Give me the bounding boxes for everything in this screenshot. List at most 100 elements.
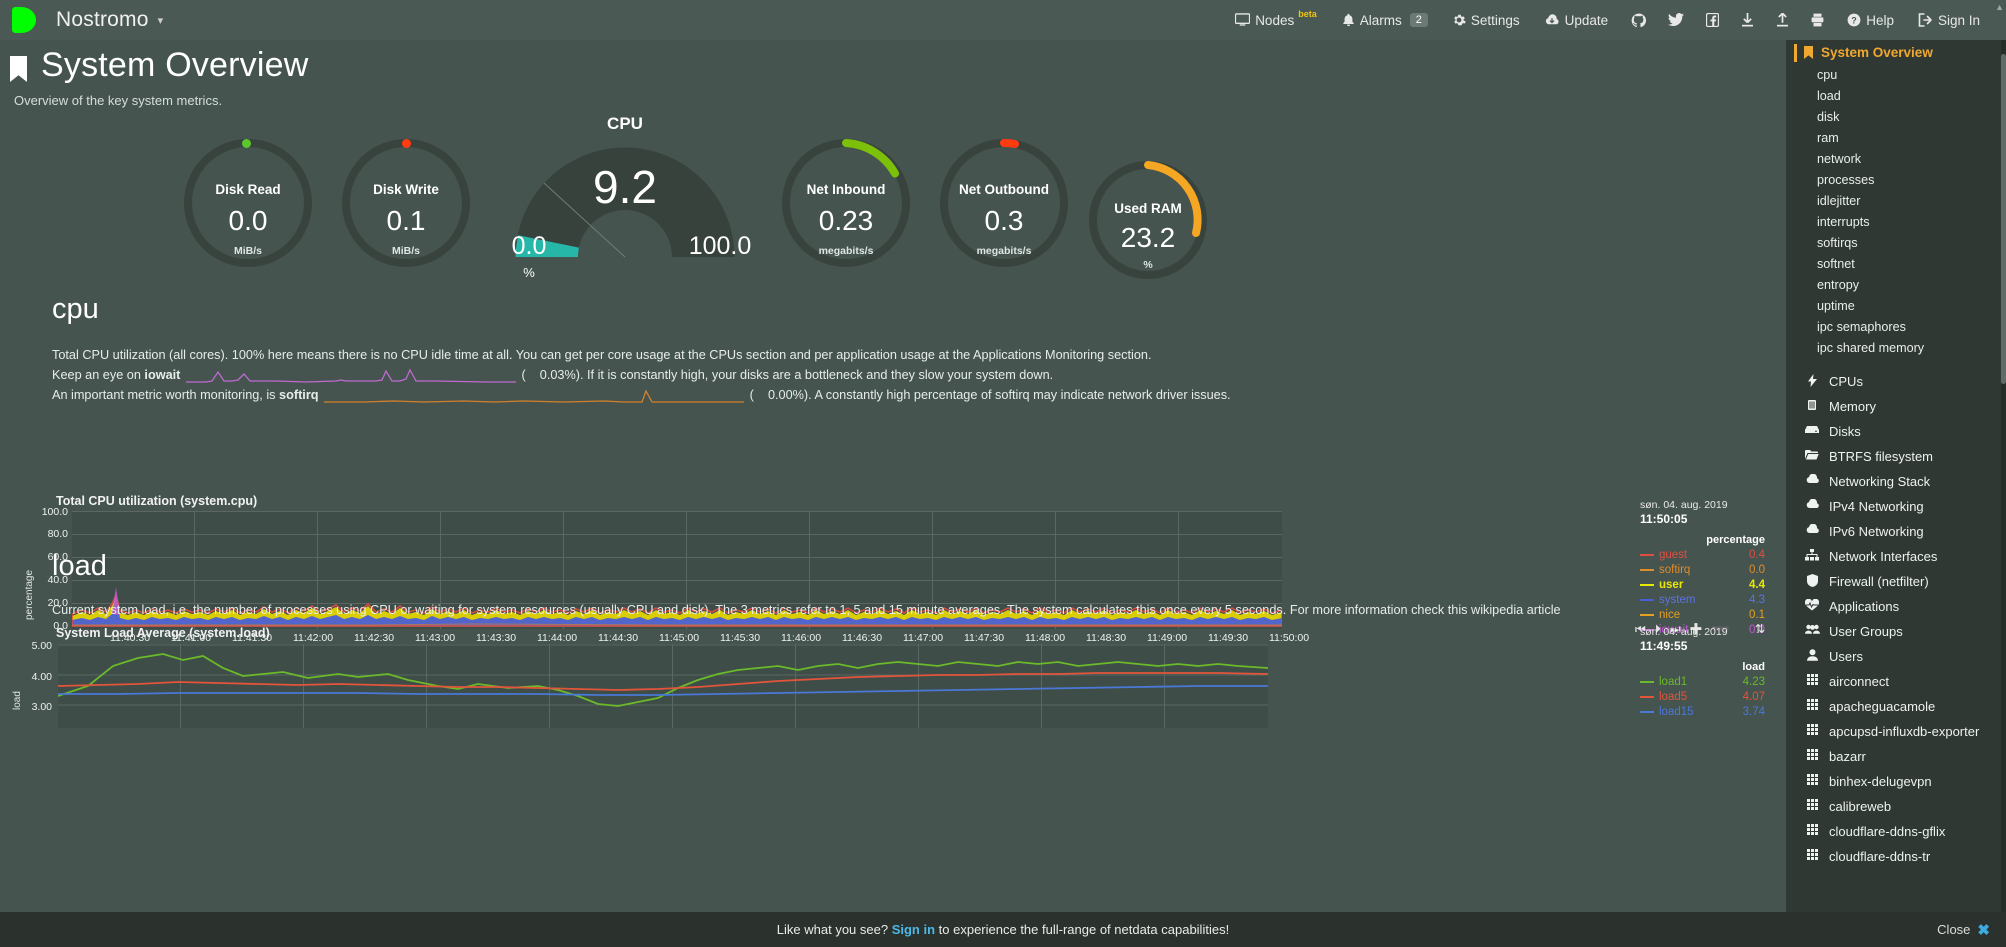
alarm-count-badge: 2 [1409,13,1428,27]
folder-open-icon [1804,449,1820,460]
sidebar-item-binhex-delugevpn[interactable]: binhex-delugevpn [1786,769,2006,794]
play-icon[interactable]: ⏵ [1654,621,1661,636]
nav-item-print[interactable] [1800,0,1835,40]
nav-item-alarms[interactable]: Alarms 2 [1330,0,1440,40]
skip-forward-icon[interactable]: ⏭ [1669,621,1681,636]
monitor-icon [1235,13,1251,27]
cpu-chart-plot[interactable] [72,511,1282,629]
sidebar-item-btrfs-filesystem[interactable]: BTRFS filesystem [1786,444,2006,469]
sidebar-item-calibreweb[interactable]: calibreweb [1786,794,2006,819]
nav-item-twitter[interactable] [1657,0,1695,40]
skip-backward-icon[interactable]: ⏮ [1635,621,1646,636]
sidebar-scrollbar-track[interactable] [2001,40,2006,947]
nav-item-update[interactable]: Update [1532,0,1621,40]
sidebar-item-disk[interactable]: disk [1817,110,1840,124]
sidebar-item-cloudflare-ddns-gflix[interactable]: cloudflare-ddns-gflix [1786,819,2006,844]
sidebar-item-apacheguacamole[interactable]: apacheguacamole [1786,694,2006,719]
cpu-chart-controls[interactable]: ⏮ ⏵ ⏭ ✚ ➖ ⇅ [1635,620,1765,638]
sidebar-item-cpu[interactable]: cpu [1817,68,1838,82]
plus-icon[interactable]: ✚ [1689,621,1703,638]
legend-row-guest[interactable]: guest 0.4 [1640,548,1765,562]
nav-item-settings[interactable]: Settings [1440,0,1532,40]
sidebar-item-softirqs[interactable]: softirqs [1817,236,1858,250]
sidebar-section-system-overview[interactable]: System Overview [1786,40,2006,65]
netdata-logo-icon[interactable] [8,5,42,35]
sidebar-item-user-groups[interactable]: User Groups [1786,619,2006,644]
gauge-net-outbound[interactable]: Net Outbound 0.3 megabits/s [936,135,1072,271]
legend-color-swatch [1640,681,1654,683]
sidebar-item-network[interactable]: network [1817,152,1862,166]
sidebar-item-apcupsd-influxdb-exporter[interactable]: apcupsd-influxdb-exporter [1786,719,2006,744]
nav-item-export[interactable] [1765,0,1800,40]
sidebar-item-ipv4-networking[interactable]: IPv4 Networking [1786,494,2006,519]
sidebar-item-load[interactable]: load [1817,89,1841,103]
nav-item-help[interactable]: ? Help [1835,0,1906,40]
gauge-net-inbound[interactable]: Net Inbound 0.23 megabits/s [778,135,914,271]
gauge-cpu[interactable]: CPU 9.2 0.0 % 100.0 [500,114,752,295]
nav-item-import[interactable] [1730,0,1765,40]
banner-signin-link[interactable]: Sign in [891,922,936,937]
sidebar-item-softnet[interactable]: softnet [1817,257,1855,271]
iowait-sparkline [185,368,516,383]
sidebar-item-ram[interactable]: ram [1817,131,1839,145]
load-ytick-4: 4.00 [31,671,52,683]
legend-label: softirq [1659,564,1691,576]
legend-row-system[interactable]: system 4.3 [1640,593,1765,607]
sidebar-item-disks[interactable]: Disks [1786,419,2006,444]
svg-text:?: ? [1851,15,1857,25]
load-chart-block[interactable]: System Load Average (system.load) load 5… [0,626,1770,805]
resize-icon[interactable]: ⇅ [1754,622,1765,636]
gauge-disk-write[interactable]: Disk Write 0.1 MiB/s [338,135,474,271]
legend-label: system [1659,594,1696,606]
brand-menu[interactable]: Nostromo ▾ [56,8,163,32]
nav-item-github[interactable] [1620,0,1657,40]
sidebar-item-applications[interactable]: Applications [1786,594,2006,619]
sidebar-item-processes[interactable]: processes [1817,173,1875,187]
sidebar-scrollbar-thumb[interactable] [2001,54,2006,384]
legend-row-load15[interactable]: load15 3.74 [1640,705,1765,719]
load-chart-title: System Load Average (system.load) [56,626,270,640]
sidebar-item-bazarr[interactable]: bazarr [1786,744,2006,769]
gauge-used-ram[interactable]: Used RAM 23.2 % [1085,157,1211,283]
sidebar-item-cpus[interactable]: CPUs [1786,369,2006,394]
sidebar-item-ipv6-networking[interactable]: IPv6 Networking [1786,519,2006,544]
cpu-desc-l2-pre: Keep an eye on [52,368,145,382]
legend-color-swatch [1640,614,1654,616]
legend-row-load1[interactable]: load1 4.23 [1640,675,1765,689]
nav-item-nodes[interactable]: Nodes beta [1223,0,1330,40]
sidebar-item-ipc-shared-memory[interactable]: ipc shared memory [1817,341,1925,355]
sidebar-item-memory[interactable]: Memory [1786,394,2006,419]
bolt-icon [1804,374,1820,387]
sidebar-item-firewall[interactable]: Firewall (netfilter) [1786,569,2006,594]
legend-row-user[interactable]: user 4.4 [1640,578,1765,592]
cpu-xtick-15: 11:48:00 [1025,632,1066,644]
minus-icon[interactable]: ➖ [1711,621,1730,638]
sidebar-item-uptime[interactable]: uptime [1817,299,1855,313]
sidebar-item-interrupts[interactable]: interrupts [1817,215,1870,229]
sidebar-item-label: Memory [1829,399,1876,414]
banner-text-after: to experience the full-range of netdata … [935,922,1230,937]
sidebar-item-network-interfaces[interactable]: Network Interfaces [1786,544,2006,569]
gauge-disk-read[interactable]: Disk Read 0.0 MiB/s [180,135,316,271]
nav-item-signin[interactable]: Sign In [1906,0,1992,40]
sidebar-item-cloudflare-ddns-tr[interactable]: cloudflare-ddns-tr [1786,844,2006,869]
sidebar-item-idlejitter[interactable]: idlejitter [1817,194,1861,208]
legend-row-load5[interactable]: load5 4.07 [1640,690,1765,704]
legend-row-iowait[interactable]: iowait 0.0 [1640,623,1765,637]
legend-row-softirq[interactable]: softirq 0.0 [1640,563,1765,577]
cpu-desc-l3-metric: softirq [279,388,319,402]
gauge-units: megabits/s [818,245,874,257]
load-chart-plot[interactable] [58,644,1268,728]
sidebar-item-airconnect[interactable]: airconnect [1786,669,2006,694]
legend-row-nice[interactable]: nice 0.1 [1640,608,1765,622]
grid-icon [1804,749,1820,760]
sidebar-item-entropy[interactable]: entropy [1817,278,1860,292]
sidebar-item-users[interactable]: Users [1786,644,2006,669]
banner-close-button[interactable]: Close ✖ [1937,921,1990,939]
banner-text: Like what you see? Sign in to experience… [777,922,1229,937]
cpu-legend-unit: percentage [1706,534,1765,546]
sidebar-item-ipc-semaphores[interactable]: ipc semaphores [1817,320,1906,334]
sidebar-item-networking-stack[interactable]: Networking Stack [1786,469,2006,494]
cpu-chart-block[interactable]: Total CPU utilization (system.cpu) perce… [0,494,1770,670]
nav-item-facebook[interactable] [1695,0,1730,40]
